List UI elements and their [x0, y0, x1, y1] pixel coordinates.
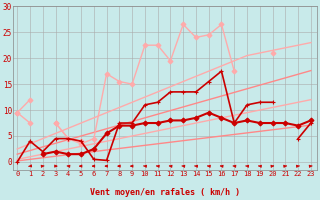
X-axis label: Vent moyen/en rafales ( km/h ): Vent moyen/en rafales ( km/h ): [90, 188, 240, 197]
